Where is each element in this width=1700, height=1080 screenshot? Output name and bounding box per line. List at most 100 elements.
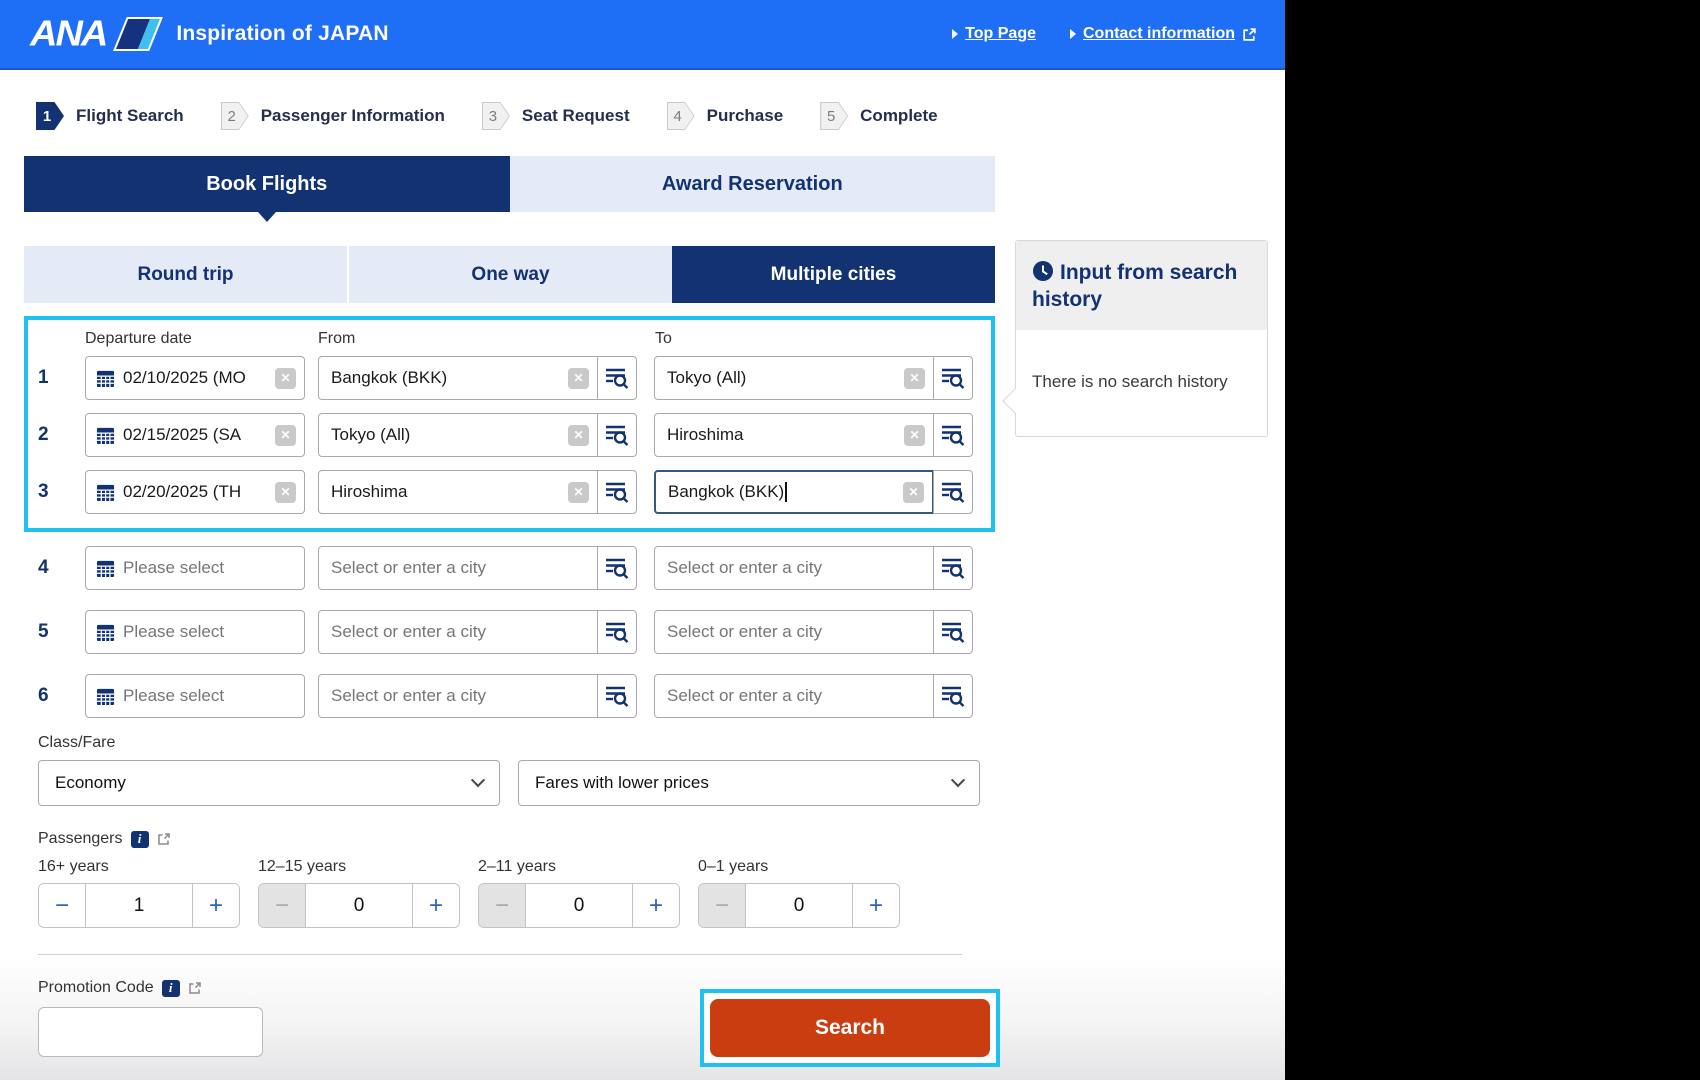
from-city-field-4[interactable]: Select or enter a city — [318, 546, 598, 590]
clear-date-icon[interactable]: ✕ — [275, 424, 296, 446]
departure-date-field-3[interactable]: 02/20/2025 (TH ✕ — [85, 470, 305, 514]
clear-date-icon[interactable]: ✕ — [275, 367, 296, 389]
to-city-list-search-button[interactable] — [933, 470, 973, 514]
to-city-field-4[interactable]: Select or enter a city — [654, 546, 934, 590]
calendar-icon — [96, 688, 115, 705]
tab-round-trip[interactable]: Round trip — [24, 246, 347, 303]
minus-button[interactable]: − — [39, 884, 85, 927]
from-city-list-search-button[interactable] — [597, 470, 637, 514]
from-city-list-search-button[interactable] — [597, 413, 637, 457]
clear-city-icon[interactable]: ✕ — [568, 424, 589, 446]
youth-count[interactable]: 0 — [305, 884, 413, 927]
list-search-icon — [942, 425, 965, 446]
minus-button[interactable]: − — [259, 884, 305, 927]
tab-one-way[interactable]: One way — [347, 246, 672, 303]
from-city-field-2[interactable]: Tokyo (All) ✕ — [318, 413, 598, 457]
info-icon[interactable]: i — [161, 979, 180, 997]
tab-book-flights[interactable]: Book Flights — [24, 156, 510, 212]
list-search-icon — [606, 482, 629, 503]
bullet-triangle-icon — [1070, 29, 1076, 39]
clear-city-icon[interactable]: ✕ — [568, 367, 589, 389]
search-history-header: Input from search history — [1016, 241, 1267, 330]
departure-date-field-1[interactable]: 02/10/2025 (MO ✕ — [85, 356, 305, 400]
list-search-icon — [942, 482, 965, 503]
from-city-list-search-button[interactable] — [597, 546, 637, 590]
ana-logo-mark-icon — [113, 17, 164, 51]
to-city-field-2[interactable]: Hiroshima ✕ — [654, 413, 934, 457]
clear-city-icon[interactable]: ✕ — [903, 481, 924, 503]
to-city-field-6[interactable]: Select or enter a city — [654, 674, 934, 718]
promotion-code-input[interactable] — [38, 1007, 263, 1057]
from-city-list-search-button[interactable] — [597, 356, 637, 400]
to-city-list-search-button[interactable] — [933, 546, 973, 590]
clear-city-icon[interactable]: ✕ — [904, 424, 925, 446]
list-search-icon — [942, 368, 965, 389]
from-city-list-search-button[interactable] — [597, 674, 637, 718]
step-complete: 5 Complete — [820, 102, 938, 130]
from-city-list-search-button[interactable] — [597, 610, 637, 654]
to-city-list-search-button[interactable] — [933, 356, 973, 400]
from-city-field-5[interactable]: Select or enter a city — [318, 610, 598, 654]
row-number: 6 — [38, 685, 49, 706]
to-city-list-search-button[interactable] — [933, 610, 973, 654]
plus-button[interactable]: + — [193, 884, 239, 927]
departure-date-field-4[interactable]: Please select — [85, 546, 305, 590]
departure-date-field-6[interactable]: Please select — [85, 674, 305, 718]
step-number: 4 — [667, 103, 694, 129]
list-search-icon — [606, 686, 629, 707]
to-city-list-search-button[interactable] — [933, 413, 973, 457]
plus-button[interactable]: + — [633, 884, 679, 927]
clear-city-icon[interactable]: ✕ — [568, 481, 589, 503]
tab-multiple-cities[interactable]: Multiple cities — [672, 246, 995, 303]
class-select[interactable]: Economy — [38, 760, 500, 806]
to-city-field-5[interactable]: Select or enter a city — [654, 610, 934, 654]
from-city-field-6[interactable]: Select or enter a city — [318, 674, 598, 718]
ana-logo[interactable]: ANA Inspiration of JAPAN — [30, 13, 389, 56]
top-page-link[interactable]: Top Page — [952, 25, 1036, 43]
booking-tabs: Book Flights Award Reservation — [24, 156, 995, 212]
from-city-field-3[interactable]: Hiroshima ✕ — [318, 470, 598, 514]
to-city-field-1[interactable]: Tokyo (All) ✕ — [654, 356, 934, 400]
passengers-label-row: Passengers i — [38, 830, 1285, 848]
plus-button[interactable]: + — [853, 884, 899, 927]
list-search-icon — [606, 425, 629, 446]
adult-count[interactable]: 1 — [85, 884, 193, 927]
pax-group-infant: 0–1 years − 0 + — [698, 858, 900, 928]
bullet-triangle-icon — [952, 29, 959, 39]
from-city-field-1[interactable]: Bangkok (BKK) ✕ — [318, 356, 598, 400]
clear-city-icon[interactable]: ✕ — [904, 367, 925, 389]
clear-date-icon[interactable]: ✕ — [275, 481, 296, 503]
minus-button[interactable]: − — [479, 884, 525, 927]
step-purchase: 4 Purchase — [666, 102, 783, 130]
search-button[interactable]: Search — [710, 999, 990, 1057]
row-number: 4 — [38, 557, 49, 578]
external-link-icon[interactable] — [157, 832, 171, 846]
to-city-list-search-button[interactable] — [933, 674, 973, 718]
departure-date-field-5[interactable]: Please select — [85, 610, 305, 654]
youth-stepper: − 0 + — [258, 883, 460, 928]
step-number: 2 — [221, 103, 248, 129]
from-label: From — [318, 330, 356, 347]
to-city-field-3-focused[interactable]: Bangkok (BKK) ✕ — [654, 470, 934, 514]
trip-type-tabs: Round trip One way Multiple cities — [24, 246, 995, 303]
external-link-icon — [1243, 27, 1256, 41]
to-label: To — [655, 330, 672, 347]
calendar-icon — [96, 560, 115, 577]
minus-button[interactable]: − — [699, 884, 745, 927]
info-icon[interactable]: i — [130, 830, 149, 848]
departure-date-field-2[interactable]: 02/15/2025 (SA ✕ — [85, 413, 305, 457]
chevron-down-icon — [470, 773, 486, 788]
external-link-icon[interactable] — [188, 981, 202, 995]
chevron-down-icon — [950, 773, 966, 788]
child-count[interactable]: 0 — [525, 884, 633, 927]
calendar-icon — [96, 370, 115, 387]
tab-award-reservation[interactable]: Award Reservation — [509, 156, 995, 212]
list-search-icon — [942, 686, 965, 707]
plus-button[interactable]: + — [413, 884, 459, 927]
column-labels: Departure date From To — [28, 330, 991, 348]
infant-stepper: − 0 + — [698, 883, 900, 928]
contact-information-link[interactable]: Contact information — [1070, 25, 1257, 43]
search-history-empty-message: There is no search history — [1032, 371, 1228, 391]
infant-count[interactable]: 0 — [745, 884, 853, 927]
fare-select[interactable]: Fares with lower prices — [518, 760, 980, 806]
